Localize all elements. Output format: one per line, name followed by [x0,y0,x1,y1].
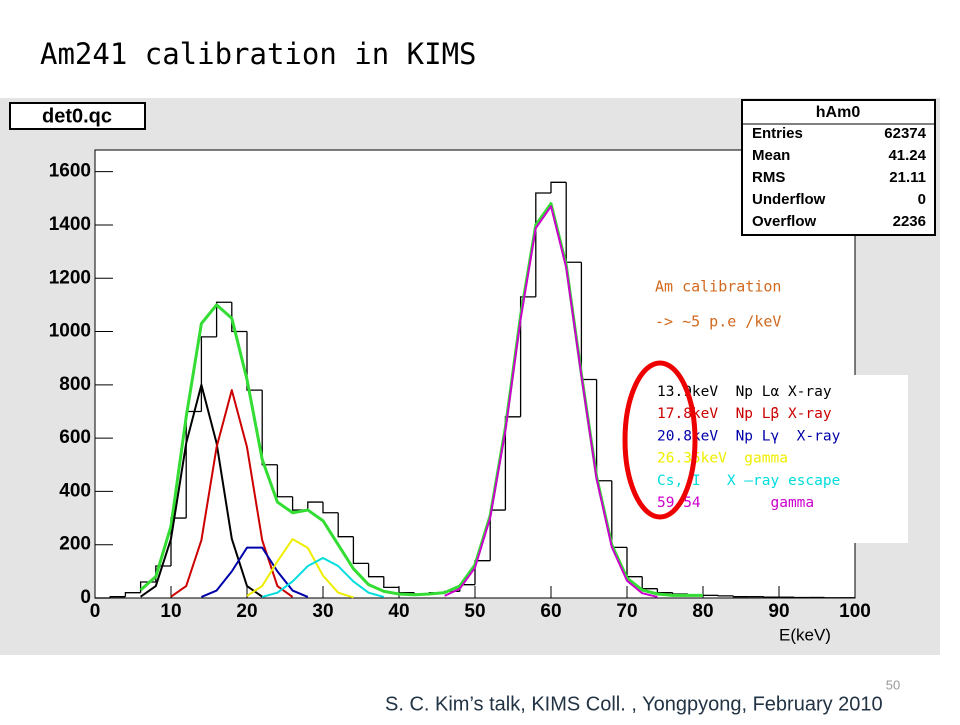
legend-entry: 26.35keV gamma [657,451,788,467]
stats-label: Mean [752,147,790,164]
stats-value: 2236 [893,213,926,230]
stats-value: 0 [918,191,926,208]
legend-entry: 17.8keV Np Lβ X-ray [657,406,832,422]
stats-label: Entries [752,125,803,142]
y-tick-label: 1600 [49,161,91,182]
slide-title: Am241 calibration in KIMS [40,37,477,71]
stats-label: Overflow [752,213,817,230]
x-axis-label: E(keV) [779,625,831,644]
y-tick-label: 600 [59,427,91,448]
page-number: 50 [886,677,900,692]
legend-entry: 20.8keV Np Lγ X-ray [657,428,841,444]
x-tick-label: 10 [160,601,181,622]
y-tick-label: 200 [59,534,91,555]
histogram-bin [718,595,733,596]
stats-title: hAm0 [816,104,861,121]
y-tick-label: 0 [80,587,91,608]
y-tick-label: 800 [59,374,91,395]
stats-value: 41.24 [888,147,926,164]
y-tick-label: 1000 [49,321,91,342]
footer: S. C. Kim’s talk, KIMS Coll. , Yongpyong… [385,693,883,715]
stats-value: 62374 [884,125,926,142]
x-tick-label: 50 [464,601,485,622]
canvas-title: det0.qc [42,105,112,127]
stats-label: Underflow [752,191,826,208]
histogram-bin [764,597,779,598]
x-tick-label: 70 [616,601,637,622]
x-tick-label: 90 [768,601,789,622]
legend-entry: Cs, I X –ray escape [657,473,840,489]
x-tick-label: 40 [388,601,409,622]
x-tick-label: 0 [90,601,101,622]
stats-value: 21.11 [889,169,926,186]
stats-label: RMS [752,169,785,186]
y-tick-label: 1200 [49,267,91,288]
annotation: -> ~5 p.e /keV [655,313,781,331]
annotation: Am calibration [655,278,781,296]
x-tick-label: 20 [236,601,257,622]
x-tick-label: 30 [312,601,333,622]
y-tick-label: 400 [59,480,91,501]
x-tick-label: 100 [839,601,871,622]
x-tick-label: 60 [540,601,561,622]
y-tick-label: 1400 [49,214,91,235]
x-tick-label: 80 [692,601,713,622]
